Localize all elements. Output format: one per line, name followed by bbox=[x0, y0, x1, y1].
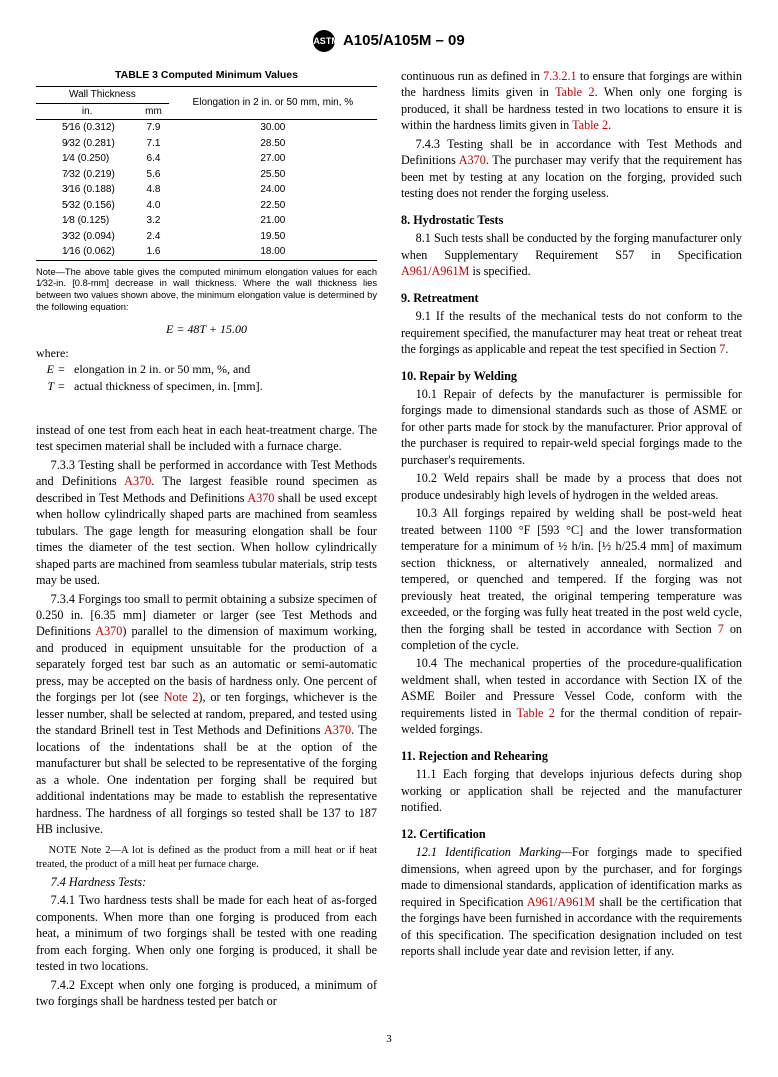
ref-a370: A370 bbox=[124, 474, 151, 488]
ref-note2: Note 2 bbox=[164, 690, 199, 704]
table-row: 7⁄32 (0.219)5.625.50 bbox=[36, 167, 377, 183]
p-742-cont: continuous run as defined in 7.3.2.1 to … bbox=[401, 68, 742, 134]
table-row: 9⁄32 (0.281)7.128.50 bbox=[36, 136, 377, 152]
table3: Wall Thickness Elongation in 2 in. or 50… bbox=[36, 86, 377, 261]
table-row: 1⁄16 (0.062)1.618.00 bbox=[36, 244, 377, 260]
ref-a370: A370 bbox=[459, 153, 486, 167]
p-741: 7.4.1 Two hardness tests shall be made f… bbox=[36, 892, 377, 974]
table-row: 1⁄8 (0.125)3.221.00 bbox=[36, 213, 377, 229]
left-column: TABLE 3 Computed Minimum Values Wall Thi… bbox=[36, 68, 377, 1012]
p-743: 7.4.3 Testing shall be in accordance wit… bbox=[401, 136, 742, 202]
table3-col-group1: Wall Thickness bbox=[36, 87, 169, 104]
p-104: 10.4 The mechanical properties of the pr… bbox=[401, 655, 742, 737]
p-103: 10.3 All forgings repaired by welding sh… bbox=[401, 505, 742, 653]
table3-where: where: E=elongation in 2 in. or 50 mm, %… bbox=[36, 345, 377, 394]
table-row: 5⁄32 (0.156)4.022.50 bbox=[36, 198, 377, 214]
note2: NOTE Note 2—A lot is defined as the prod… bbox=[36, 844, 377, 872]
h-74: 7.4 Hardness Tests: bbox=[36, 874, 377, 890]
ref-7321: 7.3.2.1 bbox=[543, 69, 577, 83]
table-row: 3⁄16 (0.188)4.824.00 bbox=[36, 182, 377, 198]
p-111: 11.1 Each forging that develops injuriou… bbox=[401, 766, 742, 815]
ref-a370: A370 bbox=[95, 624, 122, 638]
h12: 12. Certification bbox=[401, 826, 742, 842]
ref-table2: Table 2 bbox=[555, 85, 594, 99]
table3-col-in: in. bbox=[36, 103, 138, 120]
astm-logo: ASTM bbox=[313, 30, 335, 52]
p-91: 9.1 If the results of the mechanical tes… bbox=[401, 308, 742, 357]
h8: 8. Hydrostatic Tests bbox=[401, 212, 742, 228]
h9: 9. Retreatment bbox=[401, 290, 742, 306]
ref-a370: A370 bbox=[324, 723, 351, 737]
table-row: 1⁄4 (0.250)6.427.00 bbox=[36, 151, 377, 167]
ref-a961: A961/A961M bbox=[401, 264, 469, 278]
p-734: 7.3.4 Forgings too small to permit obtai… bbox=[36, 591, 377, 838]
ref-table2: Table 2 bbox=[516, 706, 554, 720]
table3-col-mm: mm bbox=[138, 103, 168, 120]
document-header: ASTM A105/A105M – 09 bbox=[36, 30, 742, 52]
p-102: 10.2 Weld repairs shall be made by a pro… bbox=[401, 470, 742, 503]
table-row: 3⁄32 (0.094)2.419.50 bbox=[36, 229, 377, 245]
p-instead: instead of one test from each heat in ea… bbox=[36, 422, 377, 455]
table3-title: TABLE 3 Computed Minimum Values bbox=[36, 68, 377, 82]
h11: 11. Rejection and Rehearing bbox=[401, 748, 742, 764]
h10: 10. Repair by Welding bbox=[401, 368, 742, 384]
p-121: 12.1 Identification Marking—For forgings… bbox=[401, 844, 742, 959]
p-81: 8.1 Such tests shall be conducted by the… bbox=[401, 230, 742, 279]
p-733: 7.3.3 Testing shall be performed in acco… bbox=[36, 457, 377, 589]
table3-equation: E = 48T + 15.00 bbox=[36, 321, 377, 337]
p-101: 10.1 Repair of defects by the manufactur… bbox=[401, 386, 742, 468]
table-row: 5⁄16 (0.312)7.930.00 bbox=[36, 120, 377, 136]
document-title: A105/A105M – 09 bbox=[343, 32, 465, 49]
p-742: 7.4.2 Except when only one forging is pr… bbox=[36, 977, 377, 1010]
ref-a961: A961/A961M bbox=[527, 895, 595, 909]
right-column: continuous run as defined in 7.3.2.1 to … bbox=[401, 68, 742, 1012]
two-column-layout: TABLE 3 Computed Minimum Values Wall Thi… bbox=[36, 68, 742, 1012]
page-number: 3 bbox=[36, 1032, 742, 1047]
table3-col-group2: Elongation in 2 in. or 50 mm, min, % bbox=[169, 87, 377, 120]
ref-table2: Table 2 bbox=[572, 118, 608, 132]
ref-a370: A370 bbox=[247, 491, 274, 505]
table3-note: Note—The above table gives the computed … bbox=[36, 267, 377, 313]
